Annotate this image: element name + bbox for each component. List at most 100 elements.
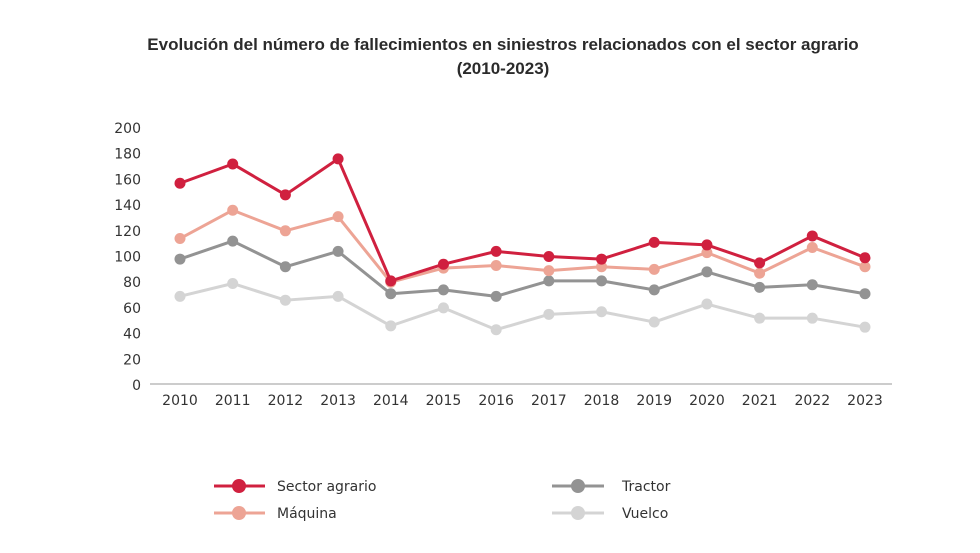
series-line — [179, 281, 866, 332]
series-tractor — [174, 235, 871, 302]
data-point — [332, 153, 344, 165]
legend-label: Tractor — [621, 479, 671, 495]
data-point — [596, 261, 608, 273]
data-point — [754, 312, 766, 324]
x-tick-label: 2020 — [689, 393, 725, 409]
data-point — [279, 294, 291, 306]
data-point — [437, 284, 449, 296]
x-tick-label: 2018 — [584, 393, 620, 409]
data-point — [332, 245, 344, 257]
chart-title-line1: Evolución del número de fallecimientos e… — [147, 35, 859, 54]
data-point — [859, 261, 871, 273]
data-point — [648, 236, 660, 248]
x-tick-label: 2015 — [426, 393, 462, 409]
data-point — [490, 324, 502, 336]
series-line — [179, 157, 866, 283]
series-sector-agrario — [174, 153, 871, 287]
data-point — [227, 204, 239, 216]
data-point — [174, 290, 186, 302]
x-tick-label: 2022 — [794, 393, 830, 409]
data-point — [596, 275, 608, 287]
data-point — [174, 233, 186, 245]
data-point — [701, 298, 713, 310]
y-tick-label: 140 — [114, 198, 141, 214]
data-point — [859, 288, 871, 300]
data-point — [227, 277, 239, 289]
data-point — [227, 235, 239, 247]
series-vuelco — [174, 277, 871, 336]
x-tick-label: 2010 — [162, 393, 198, 409]
y-tick-label: 20 — [123, 352, 141, 368]
data-point — [385, 275, 397, 287]
x-tick-label: 2016 — [478, 393, 514, 409]
data-point — [543, 275, 555, 287]
legend-label: Vuelco — [622, 506, 668, 522]
series-m-quina — [174, 204, 871, 288]
data-point — [490, 245, 502, 257]
y-tick-label: 120 — [114, 224, 141, 240]
data-point — [543, 308, 555, 320]
series-layer — [174, 153, 871, 336]
data-point — [596, 306, 608, 318]
data-point — [859, 321, 871, 333]
chart-title-line2: (2010-2023) — [456, 59, 550, 78]
data-point — [279, 189, 291, 201]
legend-item: Vuelco — [552, 506, 668, 522]
x-tick-label: 2017 — [531, 393, 567, 409]
data-point — [806, 279, 818, 291]
legend-swatch-marker — [571, 479, 585, 493]
legend-label: Máquina — [277, 506, 337, 522]
series-line — [179, 208, 866, 284]
data-point — [174, 177, 186, 189]
data-point — [279, 225, 291, 237]
y-tick-label: 0 — [132, 378, 141, 394]
legend-swatch-marker — [571, 506, 585, 520]
chart-title: Evolución del número de fallecimientos e… — [0, 33, 980, 81]
x-tick-label: 2011 — [215, 393, 251, 409]
legend-swatch-marker — [232, 506, 246, 520]
y-axis-ticks: 0 20 40 60 80 100 120 140 160 180 200 — [114, 121, 141, 394]
data-point — [754, 257, 766, 269]
data-point — [701, 266, 713, 278]
data-point — [227, 158, 239, 170]
data-point — [332, 290, 344, 302]
y-tick-label: 180 — [114, 147, 141, 163]
legend-item: Sector agrario — [214, 479, 376, 495]
data-point — [648, 316, 660, 328]
data-point — [385, 288, 397, 300]
legend-item: Máquina — [214, 506, 337, 522]
data-point — [437, 302, 449, 314]
data-point — [859, 252, 871, 264]
legend: Sector agrario Máquina Tractor Vuelco — [214, 479, 671, 522]
y-tick-label: 40 — [123, 327, 141, 343]
y-tick-label: 60 — [123, 301, 141, 317]
x-tick-label: 2023 — [847, 393, 883, 409]
legend-swatch-marker — [232, 479, 246, 493]
data-point — [701, 247, 713, 259]
data-point — [543, 265, 555, 277]
data-point — [701, 239, 713, 251]
data-point — [806, 312, 818, 324]
data-point — [806, 242, 818, 254]
data-point — [806, 230, 818, 242]
series-line — [179, 239, 866, 298]
x-axis-ticks: 2010 2011 2012 2013 2014 2015 2016 2017 2018 2019… — [162, 393, 883, 409]
data-point — [490, 259, 502, 271]
y-tick-label: 200 — [114, 121, 141, 137]
x-tick-label: 2014 — [373, 393, 409, 409]
y-tick-label: 100 — [114, 250, 141, 266]
data-point — [754, 267, 766, 279]
x-tick-label: 2021 — [742, 393, 778, 409]
legend-item: Tractor — [552, 479, 671, 495]
x-tick-label: 2013 — [320, 393, 356, 409]
data-point — [648, 263, 660, 275]
data-point — [332, 211, 344, 223]
data-point — [596, 253, 608, 265]
data-point — [490, 290, 502, 302]
data-point — [279, 261, 291, 273]
legend-label: Sector agrario — [277, 479, 376, 495]
x-tick-label: 2019 — [636, 393, 672, 409]
y-tick-label: 160 — [114, 172, 141, 188]
